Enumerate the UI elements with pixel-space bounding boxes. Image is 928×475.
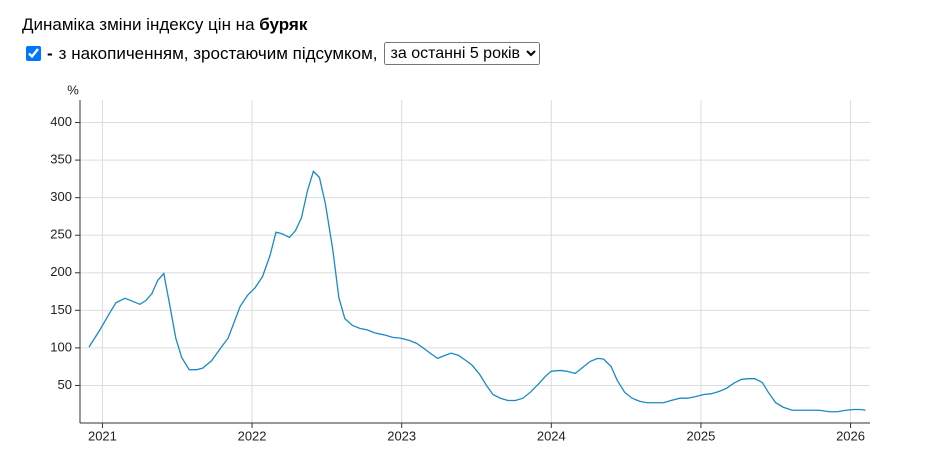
y-tick-label: 100 (50, 339, 72, 354)
y-tick-label: 400 (50, 114, 72, 129)
y-axis-label: % (67, 82, 79, 97)
y-tick-label: 350 (50, 152, 72, 167)
x-tick-label: 2024 (537, 428, 566, 443)
product: буряк (259, 15, 308, 34)
y-tick-label: 200 (50, 264, 72, 279)
title: Динаміка зміни індексу цін на (22, 15, 255, 34)
dash: - (47, 43, 53, 63)
series-line (88, 170, 866, 413)
checkbox-label: з накопиченням, зростаючим підсумком, (58, 43, 378, 63)
x-tick-label: 2021 (88, 428, 117, 443)
x-tick-label: 2025 (686, 428, 715, 443)
y-tick-label: 250 (50, 227, 72, 242)
x-tick-label: 2022 (238, 428, 267, 443)
cumulative-checkbox[interactable] (26, 46, 41, 61)
controls: - з накопиченням, зростаючим підсумком, … (26, 42, 540, 65)
y-tick-label: 300 (50, 189, 72, 204)
x-tick-label: 2026 (836, 428, 865, 443)
y-tick-label: 150 (50, 302, 72, 317)
period-select[interactable]: за останні 5 років (383, 42, 540, 65)
y-tick-label: 50 (58, 377, 72, 392)
x-tick-label: 2023 (387, 428, 416, 443)
title-row: Динаміка зміни індексу цін на буряк (22, 15, 307, 35)
